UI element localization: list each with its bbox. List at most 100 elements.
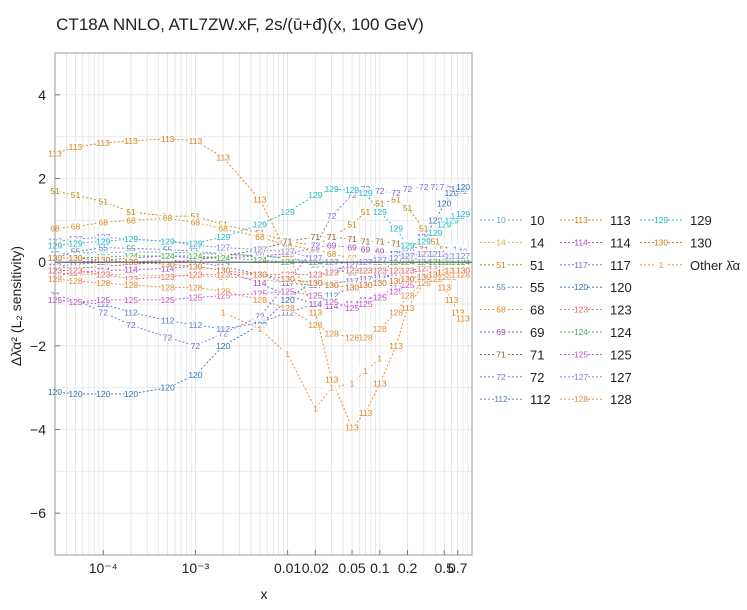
- legend-label: 55: [530, 280, 544, 295]
- point-label-bg: [428, 248, 443, 258]
- point-label: 130: [428, 270, 442, 280]
- point-label: 125: [281, 286, 295, 296]
- point-label-bg: [324, 267, 339, 277]
- point-label-bg: [216, 307, 231, 317]
- x-tick-label: 0.5: [435, 560, 455, 576]
- point-label: 120: [456, 182, 470, 192]
- point-label: 128: [308, 320, 322, 330]
- point-label: 123: [437, 261, 451, 271]
- point-label-bg: [216, 286, 231, 296]
- point-label-bg: [456, 265, 471, 275]
- point-label-bg: [437, 248, 452, 258]
- point-label-bg: [160, 332, 175, 342]
- point-label-bg: [400, 280, 415, 290]
- point-label: 1: [377, 353, 382, 363]
- point-label-bg: [416, 278, 431, 288]
- point-label: 128: [417, 278, 431, 288]
- point-label: 120: [96, 389, 110, 399]
- legend-item: 120 120: [560, 280, 632, 295]
- point-label: 68: [218, 224, 228, 234]
- point-label: 113: [373, 378, 387, 388]
- point-label: 117: [69, 259, 83, 269]
- point-label-bg: [400, 183, 415, 193]
- legend-item: 113 113: [560, 213, 631, 228]
- point-label-bg: [428, 215, 443, 225]
- point-label: 120: [68, 389, 82, 399]
- point-label-bg: [96, 269, 111, 279]
- point-label: 130: [389, 276, 403, 286]
- point-label-bg: [96, 388, 111, 398]
- point-label-bg: [324, 183, 339, 193]
- point-label-bg: [68, 275, 83, 285]
- legend-swatch-bg: [574, 237, 588, 248]
- point-label: 72: [163, 332, 173, 342]
- point-label: 123: [325, 268, 339, 278]
- point-label-bg: [308, 190, 323, 200]
- point-label: 125: [161, 295, 175, 305]
- point-label: 71: [347, 234, 357, 244]
- legend-item: 71 71: [480, 347, 544, 362]
- point-label: 127: [281, 247, 295, 257]
- point-label: 51: [98, 197, 108, 207]
- point-label-bg: [160, 382, 175, 392]
- point-label-bg: [188, 269, 203, 279]
- point-label-bg: [372, 186, 387, 196]
- legend-swatch-label: 129: [654, 215, 668, 225]
- plot-frame: [54, 52, 473, 556]
- point-label: 69: [347, 243, 357, 253]
- point-label-bg: [358, 332, 373, 342]
- legend-label: 124: [610, 325, 632, 340]
- point-label-bg: [68, 388, 83, 398]
- point-label-bg: [252, 232, 267, 242]
- point-label: 51: [126, 207, 136, 217]
- point-label: 113: [451, 307, 465, 317]
- legend-swatch-label: 124: [574, 327, 588, 337]
- x-tick-label: 0.02: [302, 560, 329, 576]
- legend-swatch-label: 113: [574, 215, 588, 225]
- legend-swatch-bg: [494, 304, 508, 315]
- point-label-bg: [123, 135, 138, 145]
- legend-swatch-label: 71: [496, 349, 506, 359]
- point-label: 130: [345, 282, 359, 292]
- point-label: 113: [445, 295, 459, 305]
- point-label-bg: [372, 246, 387, 256]
- legend-swatch-bg: [494, 282, 508, 293]
- point-label: 120: [161, 383, 175, 393]
- point-label: 127: [345, 259, 359, 269]
- point-label-bg: [345, 422, 360, 432]
- legend-swatch-label: 55: [496, 282, 506, 292]
- point-label-bg: [160, 244, 175, 254]
- point-label-bg: [358, 244, 373, 254]
- point-label: 128: [96, 278, 110, 288]
- point-label: 130: [308, 278, 322, 288]
- point-label-bg: [188, 238, 203, 248]
- legend-swatch-bg: [574, 327, 588, 337]
- point-label: 112: [189, 320, 203, 330]
- legend-swatch-bg: [574, 349, 588, 360]
- point-label-bg: [280, 303, 295, 313]
- point-label: 130: [281, 274, 295, 284]
- point-label-bg: [216, 152, 231, 162]
- point-label: 127: [253, 245, 267, 255]
- point-label: 127: [456, 251, 470, 261]
- point-label: 123: [308, 270, 322, 280]
- chart-title: CT18A NNLO, ATL7ZW.xF, 2s/(ū+đ)(x, 100 G…: [56, 15, 424, 34]
- point-label: 113: [124, 136, 138, 146]
- legend-item: 130 130: [640, 235, 712, 250]
- point-label: 72: [403, 184, 413, 194]
- point-label-bg: [188, 282, 203, 292]
- series-line: [54, 236, 464, 265]
- point-label: 129: [161, 236, 175, 246]
- legend-label: 69: [530, 325, 544, 340]
- point-label-bg: [389, 275, 404, 285]
- point-label-bg: [188, 340, 203, 350]
- point-label-bg: [324, 280, 339, 290]
- point-label-bg: [308, 232, 323, 242]
- point-label-bg: [358, 365, 373, 375]
- point-label-bg: [400, 202, 415, 212]
- point-label: 130: [325, 280, 339, 290]
- point-label-bg: [389, 340, 404, 350]
- point-label-bg: [308, 290, 323, 300]
- point-label-bg: [324, 328, 339, 338]
